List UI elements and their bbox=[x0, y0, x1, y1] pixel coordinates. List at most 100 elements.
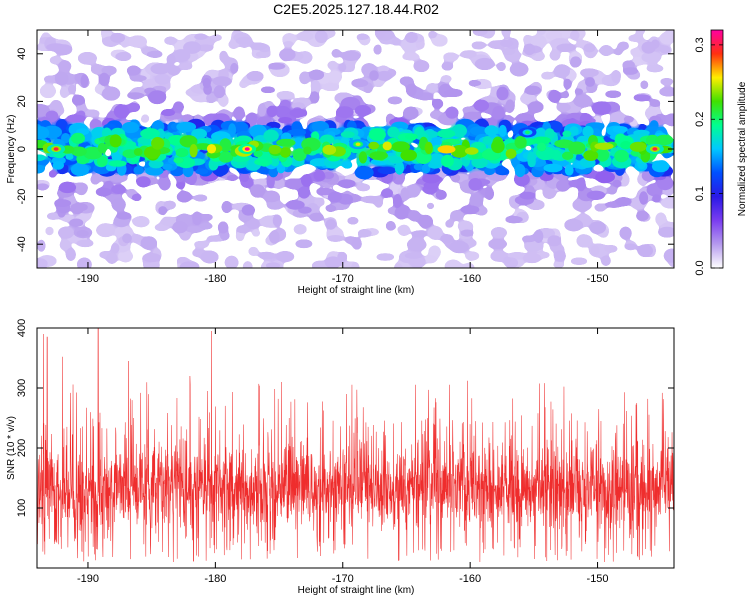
heatmap-blob bbox=[620, 141, 632, 150]
heatmap-blob bbox=[549, 49, 561, 61]
heatmap-blob bbox=[217, 221, 229, 234]
heatmap-blob bbox=[515, 113, 534, 123]
heatmap-blob bbox=[441, 61, 454, 71]
heatmap-blob bbox=[351, 261, 360, 268]
heatmap-blob bbox=[130, 234, 143, 243]
heatmap-blob bbox=[665, 113, 674, 127]
heatmap-blob bbox=[623, 243, 638, 250]
heatmap-blob bbox=[640, 80, 649, 90]
heatmap-blob bbox=[599, 45, 613, 56]
heatmap-blob bbox=[328, 70, 342, 83]
heatmap-ytick-label: 20 bbox=[16, 95, 28, 107]
snr-xtick-label: -170 bbox=[332, 573, 354, 585]
heatmap-blob bbox=[604, 245, 619, 253]
heatmap-blob bbox=[76, 239, 95, 247]
heatmap-blob bbox=[200, 250, 219, 264]
heatmap-blob bbox=[484, 125, 499, 136]
heatmap-blob bbox=[532, 136, 551, 145]
heatmap-blob bbox=[61, 133, 71, 144]
heatmap-blob bbox=[141, 114, 150, 123]
heatmap-blob bbox=[269, 230, 280, 244]
heatmap-blob bbox=[614, 149, 629, 163]
heatmap-blob bbox=[150, 63, 171, 75]
heatmap-blob bbox=[140, 236, 158, 250]
heatmap-blob bbox=[413, 163, 424, 171]
heatmap-blob bbox=[377, 65, 390, 73]
heatmap-blob bbox=[556, 103, 571, 112]
heatmap-blob bbox=[154, 73, 171, 85]
heatmap-blob bbox=[386, 96, 403, 105]
heatmap-blob bbox=[547, 235, 562, 247]
heatmap-blob bbox=[77, 52, 98, 65]
heatmap-blob bbox=[341, 50, 361, 61]
heatmap-xtick-label: -160 bbox=[459, 273, 481, 285]
heatmap-blob bbox=[320, 134, 335, 145]
heatmap-blob bbox=[179, 62, 194, 70]
snr-ticks: -190 -180 -170 -160 -150 100 200 300 400 bbox=[16, 319, 674, 585]
heatmap-blob bbox=[392, 171, 405, 185]
heatmap-blob bbox=[659, 45, 671, 54]
heatmap-blob bbox=[303, 146, 312, 155]
heatmap-blob bbox=[418, 214, 434, 229]
heatmap-blob bbox=[301, 174, 312, 187]
heatmap-blob bbox=[251, 229, 261, 237]
heatmap-blob bbox=[612, 126, 628, 133]
heatmap-blob bbox=[437, 129, 456, 139]
heatmap-blob bbox=[460, 205, 480, 215]
heatmap-blob bbox=[167, 65, 181, 76]
heatmap-blob bbox=[426, 202, 435, 210]
heatmap-blob bbox=[110, 243, 120, 254]
heatmap-blob bbox=[220, 231, 230, 241]
heatmap-blob bbox=[523, 43, 536, 56]
heatmap-blob bbox=[257, 103, 267, 117]
heatmap-blob bbox=[116, 212, 132, 220]
heatmap-blob bbox=[496, 61, 506, 72]
heatmap-hotspot bbox=[53, 147, 59, 151]
colorbar-gradient bbox=[710, 29, 724, 269]
heatmap-blob bbox=[468, 178, 483, 191]
heatmap-hotspots bbox=[47, 127, 664, 154]
heatmap-ytick-label: 0 bbox=[16, 146, 28, 152]
heatmap-blob bbox=[431, 34, 448, 47]
heatmap-blob bbox=[43, 75, 59, 83]
heatmap-blob bbox=[612, 179, 622, 187]
heatmap-blob bbox=[212, 76, 232, 86]
heatmap-blob bbox=[176, 191, 192, 203]
heatmap-blob bbox=[387, 155, 405, 164]
heatmap-blob bbox=[341, 161, 353, 169]
heatmap-blob bbox=[128, 35, 148, 48]
heatmap-blob bbox=[199, 223, 214, 230]
heatmap-blob bbox=[545, 31, 563, 41]
heatmap-blob bbox=[158, 206, 168, 215]
heatmap-blob bbox=[240, 172, 250, 183]
heatmap-blob bbox=[649, 99, 661, 107]
heatmap-blob bbox=[505, 99, 515, 113]
heatmap-ytick-label: -20 bbox=[16, 189, 28, 205]
heatmap-blob bbox=[37, 239, 46, 253]
heatmap-blob bbox=[474, 142, 484, 150]
heatmap-blob bbox=[48, 170, 57, 178]
heatmap-hotspot bbox=[355, 142, 361, 147]
heatmap-blob bbox=[337, 179, 356, 188]
heatmap-blob bbox=[441, 154, 454, 168]
heatmap-blob bbox=[437, 145, 456, 154]
heatmap-blob bbox=[266, 200, 284, 210]
heatmap-blob bbox=[37, 183, 49, 191]
heatmap-blob bbox=[622, 60, 635, 69]
heatmap-blob bbox=[635, 30, 646, 35]
heatmap-blob bbox=[613, 48, 623, 56]
heatmap-blob bbox=[659, 78, 674, 85]
heatmap-blob bbox=[375, 253, 396, 261]
heatmap-blob bbox=[309, 91, 320, 104]
heatmap-blob bbox=[218, 151, 234, 163]
heatmap-blob bbox=[121, 121, 140, 134]
heatmap-blob bbox=[267, 62, 286, 70]
heatmap-blob bbox=[146, 50, 164, 58]
heatmap-blob bbox=[235, 36, 253, 45]
heatmap-blob bbox=[126, 65, 141, 76]
heatmap-blob bbox=[313, 169, 325, 181]
heatmap-xtick-label: -190 bbox=[77, 273, 99, 285]
heatmap-blob bbox=[278, 117, 293, 124]
heatmap-blob bbox=[59, 86, 69, 99]
